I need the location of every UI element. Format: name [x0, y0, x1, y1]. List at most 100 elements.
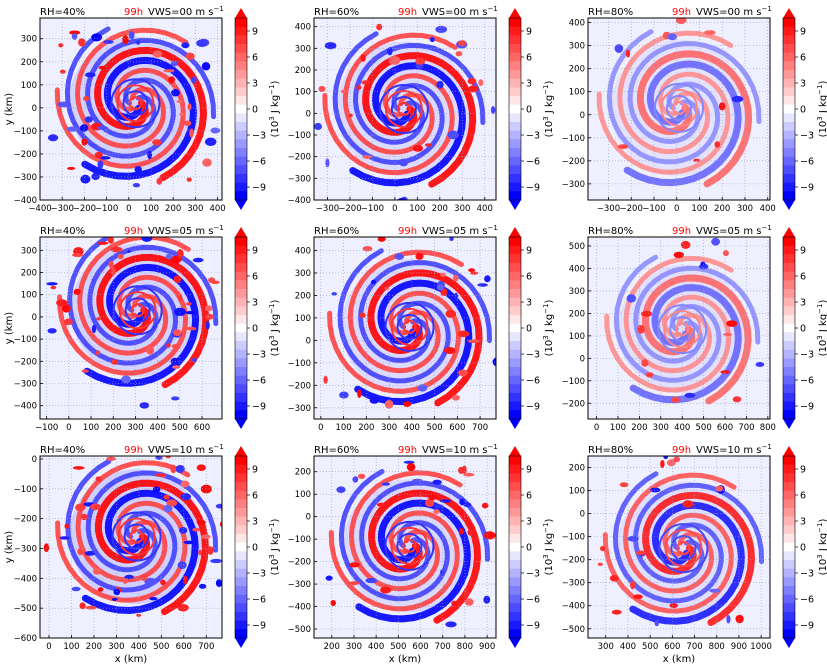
convective-cell: [175, 465, 185, 473]
convective-cell: [723, 332, 732, 336]
convective-cell: [600, 545, 606, 552]
y-tick-label: 300: [21, 246, 37, 256]
y-tick-label: −200: [288, 558, 311, 568]
convective-cell: [84, 551, 96, 556]
colorbar-segment: [783, 263, 795, 273]
colorbar-segment: [509, 349, 521, 359]
core-ring: [384, 520, 435, 571]
gridlines: [40, 18, 222, 200]
panel-vws-label: VWS=10 m s−1: [696, 443, 772, 456]
colorbar-segment: [783, 516, 795, 526]
convective-cell: [492, 357, 496, 367]
y-tick-label: −500: [14, 604, 37, 614]
convective-cell: [73, 288, 81, 296]
colorbar-segment: [783, 542, 795, 552]
y-axis-label: y (km): [4, 93, 15, 126]
x-tick-label: 400: [620, 642, 636, 652]
convective-cell: [722, 250, 729, 257]
convective-cell: [483, 595, 491, 604]
gridlines: [40, 456, 222, 638]
colorbar-segment: [509, 87, 521, 97]
core-ring: [664, 529, 703, 568]
convective-cell: [185, 326, 197, 331]
colorbar-segment: [783, 393, 795, 403]
colorbar-segment: [783, 148, 795, 158]
colorbar-tick-label: 0: [252, 324, 258, 335]
panel-hour-label: 99h: [672, 7, 691, 18]
convective-cell: [336, 486, 346, 494]
axes-frame: [313, 17, 497, 201]
core-ring: [676, 541, 691, 556]
convective-cell: [597, 562, 603, 566]
colorbar-segment: [235, 542, 247, 552]
colorbar-segment: [235, 315, 247, 325]
y-tick-label: −300: [14, 173, 37, 183]
panel-vws-label: VWS=00 m s−1: [148, 5, 224, 18]
convective-cell: [96, 126, 109, 130]
core-ring: [660, 88, 698, 127]
convective-cell: [356, 85, 362, 90]
x-tick-label: 600: [717, 423, 733, 433]
x-tick-label: −100: [642, 204, 665, 214]
convective-cell: [168, 76, 176, 84]
convective-cell: [146, 345, 155, 355]
convective-cell: [132, 183, 140, 188]
y-tick-label: 200: [569, 309, 585, 319]
heatmap-field: [588, 237, 770, 419]
convective-cell: [134, 166, 142, 173]
colorbar-segment: [235, 499, 247, 509]
convective-cell: [165, 456, 172, 459]
convective-cell: [128, 31, 135, 40]
colorbar-extend-min: [783, 419, 795, 429]
colorbar-tick-label: 6: [252, 491, 258, 502]
convective-cell: [415, 57, 426, 65]
colorbar-segment: [783, 473, 795, 483]
colorbar-segment: [509, 551, 521, 561]
colorbar-tick-label: 0: [800, 324, 806, 335]
heatmap-field: [40, 237, 222, 419]
colorbar-segment: [509, 594, 521, 604]
gridlines: [588, 456, 770, 638]
colorbar-segment: [509, 586, 521, 596]
y-tick-label: 0: [32, 104, 37, 114]
gridlines: [588, 237, 770, 419]
convective-cell: [163, 69, 175, 73]
convective-cell: [641, 359, 649, 367]
y-tick-label: −300: [14, 379, 37, 389]
y-tick-label: 200: [21, 269, 37, 279]
convective-cell: [711, 237, 720, 246]
core-ring: [672, 100, 686, 115]
x-tick-label: 300: [187, 204, 203, 214]
x-tick-label: 200: [165, 204, 181, 214]
colorbar-segment: [235, 104, 247, 114]
x-tick-label: 400: [404, 423, 420, 433]
colorbar-tick-label: −9: [800, 621, 814, 632]
convective-cell: [107, 237, 114, 244]
colorbar-segment: [509, 341, 521, 351]
convective-cell: [189, 128, 194, 138]
colorbar-segment: [235, 577, 247, 587]
convective-cell: [210, 127, 221, 134]
x-tick-label: 100: [691, 204, 707, 214]
convective-cell: [381, 482, 390, 486]
colorbar-segment: [509, 174, 521, 184]
convective-cell: [176, 100, 183, 103]
colorbar: 9 6 3 0 −3 −6 −9 (103 J kg−1): [508, 8, 555, 210]
y-tick-label: 400: [295, 246, 311, 256]
convective-cell: [436, 284, 444, 291]
panel-hour-label: 99h: [398, 445, 417, 456]
panel-rh-label: RH=40%: [40, 445, 85, 456]
convective-cell: [97, 241, 109, 245]
convective-cell: [412, 145, 424, 152]
colorbar-segment: [235, 122, 247, 132]
colorbar-segment: [235, 87, 247, 97]
convective-cell: [113, 588, 121, 596]
convective-cell: [726, 614, 731, 624]
convective-cell: [447, 130, 459, 140]
colorbar-tick-label: −3: [252, 350, 266, 361]
colorbar-segment: [783, 560, 795, 570]
convective-cell: [186, 177, 192, 182]
y-tick-label: −100: [14, 485, 37, 495]
colorbar-extend-max: [783, 227, 795, 237]
